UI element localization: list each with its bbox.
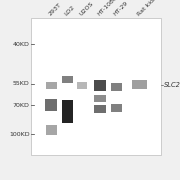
Text: U2OS: U2OS: [78, 1, 94, 17]
Bar: [76, 82, 87, 89]
Bar: [94, 80, 106, 91]
Text: HT-29: HT-29: [112, 1, 129, 17]
Bar: [94, 105, 106, 113]
Text: LO2: LO2: [64, 5, 76, 17]
Text: SLC22A6: SLC22A6: [164, 82, 180, 88]
Bar: [62, 76, 73, 83]
Text: 70KD: 70KD: [13, 103, 30, 108]
Bar: [94, 95, 106, 102]
Bar: [45, 99, 57, 111]
Text: 55KD: 55KD: [13, 81, 30, 86]
Bar: [62, 100, 73, 123]
Bar: [111, 83, 122, 91]
Bar: [132, 80, 147, 89]
Bar: [46, 125, 57, 135]
Text: 100KD: 100KD: [9, 132, 30, 137]
Bar: [46, 82, 57, 89]
Text: 40KD: 40KD: [13, 42, 30, 47]
Bar: [31, 18, 161, 155]
Text: 293T: 293T: [48, 2, 62, 17]
Bar: [111, 104, 122, 112]
Text: Rat kidney: Rat kidney: [136, 0, 163, 17]
Text: HT-1080: HT-1080: [96, 0, 118, 17]
